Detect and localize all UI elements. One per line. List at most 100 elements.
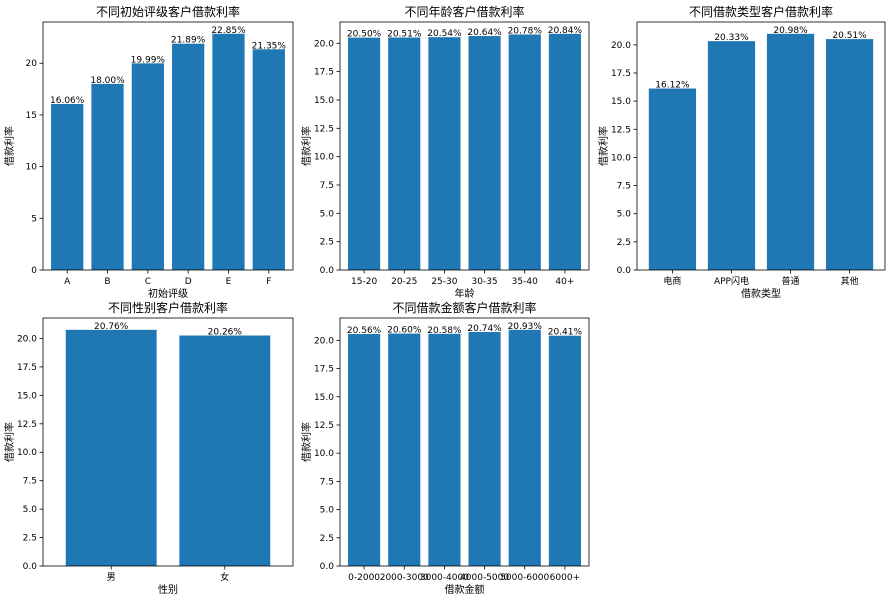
data-label: 20.50%	[347, 30, 382, 40]
y-tick-label: 12.5	[314, 124, 334, 134]
bar	[348, 37, 381, 270]
y-tick-label: 10.0	[17, 448, 37, 458]
bar	[548, 33, 581, 270]
bar	[388, 37, 421, 270]
x-tick-label: D	[185, 277, 192, 287]
data-label: 20.51%	[832, 31, 867, 41]
axes-frame	[42, 317, 294, 567]
bar	[548, 335, 581, 566]
x-tick-label: 电商	[663, 275, 681, 287]
y-tick-label: 0.0	[320, 266, 335, 276]
y-tick-label: 15.0	[611, 97, 631, 107]
x-tick-label: 15-20	[351, 277, 377, 287]
x-axis-label: 年龄	[455, 287, 475, 300]
x-tick-label: 30-35	[472, 277, 498, 287]
y-tick-label: 20.0	[611, 41, 631, 51]
y-tick-label: 17.5	[314, 68, 334, 78]
axes-frame	[636, 21, 886, 271]
data-label: 21.35%	[252, 41, 287, 51]
data-label: 20.93%	[508, 322, 543, 332]
x-axis-label: 借款类型	[741, 287, 781, 300]
x-tick-label: 其他	[841, 275, 859, 287]
y-tick-label: 17.5	[611, 69, 631, 79]
y-tick-label: 20.0	[314, 39, 334, 49]
x-tick-label: 0-2000	[348, 573, 380, 583]
chart-panel-5: 20.56% 20.60% 20.58% 20.74% 20.93% 20.41% 0.0 2…	[300, 300, 590, 596]
x-tick-label: F	[266, 277, 271, 287]
x-tick-label: A	[64, 277, 71, 287]
chart-panel-3: 16.12% 20.33% 20.98% 20.51% 0.0 2.5 5.0 7.5 10.0…	[597, 4, 886, 300]
data-label: 20.26%	[208, 328, 243, 338]
y-tick-label: 20.0	[17, 334, 37, 344]
bar	[648, 88, 697, 270]
x-tick-label: 普通	[782, 275, 800, 287]
bar	[179, 335, 271, 566]
data-label: 20.51%	[387, 30, 422, 40]
data-label: 18.00%	[90, 76, 125, 86]
y-tick-label: 7.5	[23, 477, 37, 487]
x-axis-label: 初始评级	[148, 287, 188, 300]
chart-title: 不同借款金额客户借款利率	[392, 300, 536, 315]
x-tick-label: E	[226, 277, 232, 287]
y-tick-label: 15.0	[314, 393, 334, 403]
y-tick-label: 2.5	[320, 238, 334, 248]
y-tick-label: 5.0	[320, 506, 335, 516]
data-label: 20.84%	[548, 26, 583, 36]
bar	[428, 333, 461, 566]
data-label: 16.06%	[50, 96, 85, 106]
y-tick-label: 2.5	[320, 534, 334, 544]
y-tick-label: 10.0	[314, 449, 334, 459]
y-tick-label: 7.5	[320, 181, 334, 191]
bar	[388, 333, 421, 566]
data-label: 20.64%	[467, 28, 502, 38]
y-tick-label: 2.5	[23, 534, 37, 544]
data-label: 20.41%	[548, 328, 583, 338]
y-tick-label: 0.0	[617, 266, 632, 276]
x-tick-label: 2000-3000	[380, 573, 429, 583]
bar	[508, 34, 541, 270]
y-axis-label: 借款利率	[300, 422, 313, 462]
y-tick-label: 17.5	[314, 365, 334, 375]
data-label: 20.58%	[427, 326, 462, 336]
bar	[348, 334, 381, 566]
bar	[468, 36, 501, 270]
y-tick-label: 10	[26, 163, 38, 173]
y-tick-label: 2.5	[617, 238, 631, 248]
y-tick-label: 5	[31, 214, 37, 224]
y-tick-label: 0.0	[23, 562, 38, 572]
x-tick-label: 20-25	[391, 277, 417, 287]
x-tick-label: 40+	[555, 277, 574, 287]
x-tick-label: 6000+	[550, 573, 580, 583]
y-tick-label: 12.5	[611, 125, 631, 135]
y-tick-label: 20	[26, 59, 38, 69]
bar	[131, 63, 164, 270]
y-tick-label: 0.0	[320, 562, 335, 572]
bar	[766, 33, 815, 270]
x-tick-label: C	[145, 277, 151, 287]
data-label: 20.33%	[714, 33, 749, 43]
bar	[91, 83, 124, 270]
bar	[65, 329, 157, 566]
y-tick-label: 20.0	[314, 336, 334, 346]
bar	[825, 39, 874, 270]
x-axis-label: 性别	[158, 583, 178, 596]
y-tick-label: 12.5	[17, 420, 37, 430]
x-tick-label: 4000-5000	[460, 573, 509, 583]
data-label: 20.60%	[387, 326, 422, 336]
y-tick-label: 15.0	[17, 391, 37, 401]
x-tick-label: 男	[107, 572, 116, 583]
bar	[172, 43, 205, 271]
bar	[428, 37, 461, 270]
chart-title: 不同借款类型客户借款利率	[689, 4, 833, 19]
data-label: 19.99%	[131, 55, 166, 65]
chart-title: 不同性别客户借款利率	[108, 300, 228, 315]
axes-frame	[339, 317, 590, 567]
data-label: 16.12%	[655, 81, 690, 91]
data-label: 22.85%	[211, 26, 246, 36]
chart-panel-1: 16.06% 18.00% 19.99% 21.89% 22.85% 21.35% 0 5 10…	[3, 4, 294, 300]
x-tick-label: B	[104, 277, 110, 287]
x-axis-label: 借款金额	[445, 583, 485, 596]
data-label: 20.78%	[508, 26, 543, 36]
axes-frame	[42, 21, 294, 271]
